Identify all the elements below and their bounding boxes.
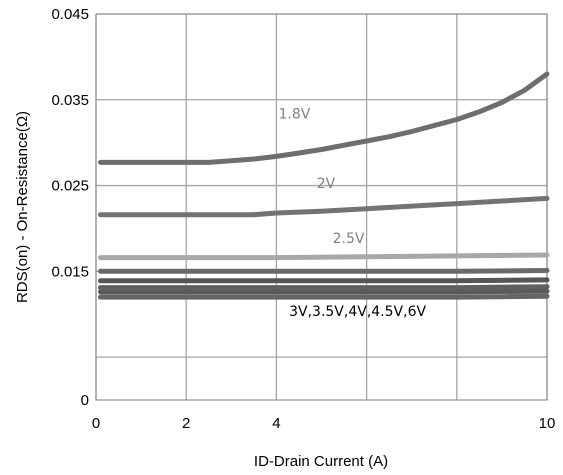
y-tick-label: 0.045: [51, 6, 89, 23]
x-tick-label: 10: [539, 415, 556, 432]
series-line-2V: [98, 195, 550, 218]
curve-label: 3V,3.5V,4V,4.5V,6V: [289, 304, 426, 320]
series-line-1.8V: [98, 71, 550, 165]
y-axis-title: RDS(on) - On-Resistance(Ω): [14, 111, 31, 303]
series-line-2.5V: [98, 252, 550, 261]
y-tick-label: 0.035: [51, 92, 89, 109]
curve-label: 1.8V: [279, 107, 311, 123]
series-line-3.5V: [98, 277, 550, 284]
series-line-3V: [98, 268, 550, 274]
y-tick-label: 0.025: [51, 178, 89, 195]
grid: [95, 13, 548, 400]
x-tick-label: 4: [272, 415, 280, 432]
series-group: [98, 71, 550, 300]
plot-area-frame: [95, 13, 548, 401]
y-axis-ticks: 0 0.015 0.025 0.035 0.045: [51, 6, 89, 409]
series-line-6V: [98, 293, 550, 300]
x-tick-label: 0: [92, 415, 100, 432]
y-tick-label: 0: [81, 392, 89, 409]
curve-label: 2V: [317, 176, 336, 192]
curve-label: 2.5V: [333, 231, 365, 247]
series-line-4V: [98, 284, 550, 291]
x-axis-title: ID-Drain Current (A): [254, 453, 388, 470]
curve-labels: 1.8V 2V 2.5V 3V,3.5V,4V,4.5V,6V: [279, 107, 427, 320]
y-tick-label: 0.015: [51, 263, 89, 280]
x-axis-ticks: 0 2 4 10: [92, 415, 556, 432]
x-tick-label: 2: [182, 415, 190, 432]
series-line-4.5V: [98, 288, 550, 295]
